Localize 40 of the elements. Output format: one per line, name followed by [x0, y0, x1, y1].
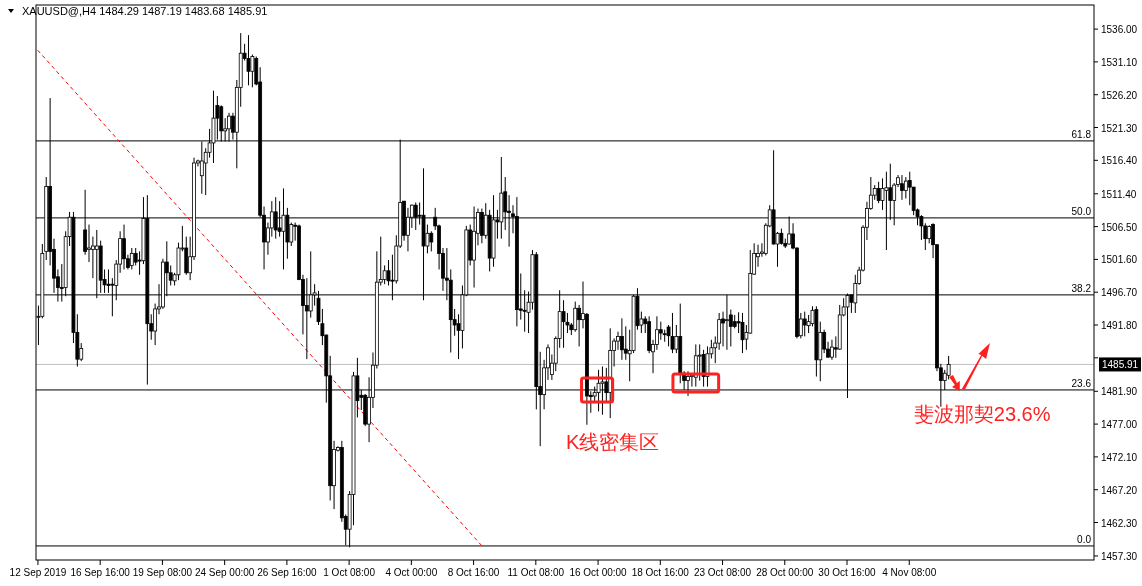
x-tick-label: 16 Sep 16:00: [70, 567, 131, 578]
y-tick-label: 1462.30: [1101, 517, 1138, 529]
annotation: 50.0: [1071, 205, 1092, 217]
y-tick-label: 1477.00: [1101, 419, 1138, 431]
y-tick-label: 1531.10: [1101, 56, 1138, 68]
x-tick-label: 4 Oct 00:00: [385, 567, 438, 578]
annotation: 38.2: [1071, 282, 1092, 294]
y-tick-label: 1457.30: [1101, 550, 1138, 562]
y-tick-label: 1481.90: [1101, 386, 1138, 398]
chart-title: XAUUSD@,H4 1484.29 1487.19 1483.68 1485.91: [22, 5, 268, 17]
y-tick-label: 1516.40: [1101, 155, 1138, 167]
ref-line-label: 1485.91: [1102, 359, 1139, 371]
annotation: 0.0: [1077, 533, 1092, 545]
x-tick-label: 23 Oct 08:00: [693, 567, 752, 578]
y-tick-label: 1521.30: [1101, 122, 1138, 134]
x-tick-label: 11 Oct 08:00: [507, 567, 565, 578]
y-tick-label: 1496.70: [1101, 287, 1138, 299]
y-tick-label: 1526.20: [1101, 89, 1138, 101]
y-tick-label: 1506.50: [1101, 221, 1138, 233]
x-tick-label: 19 Sep 08:00: [132, 567, 193, 578]
x-tick-label: 16 Oct 00:00: [569, 567, 628, 578]
x-tick-label: 4 Nov 08:00: [882, 567, 937, 578]
x-tick-label: 26 Sep 16:00: [257, 567, 318, 578]
x-tick-label: 8 Oct 16:00: [447, 567, 500, 578]
x-tick-label: 18 Oct 16:00: [631, 567, 690, 578]
annotation: 斐波那契23.6%: [913, 402, 1051, 425]
annotation: 23.6: [1071, 377, 1092, 389]
annotation: K线密集区: [565, 430, 660, 453]
x-tick-label: 12 Sep 2019: [9, 567, 67, 578]
y-tick-label: 1472.10: [1101, 451, 1138, 463]
y-tick-label: 1511.40: [1101, 188, 1137, 200]
x-tick-label: 24 Sep 00:00: [194, 567, 255, 578]
x-tick-label: 1 Oct 08:00: [323, 567, 376, 578]
y-tick-label: 1467.20: [1101, 484, 1138, 496]
x-tick-label: 30 Oct 16:00: [818, 567, 877, 578]
x-tick-label: 28 Oct 00:00: [756, 567, 814, 578]
annotation: 61.8: [1071, 128, 1092, 140]
y-tick-label: 1536.00: [1101, 24, 1138, 36]
y-tick-label: 1501.60: [1101, 254, 1138, 266]
y-tick-label: 1491.80: [1101, 320, 1138, 332]
